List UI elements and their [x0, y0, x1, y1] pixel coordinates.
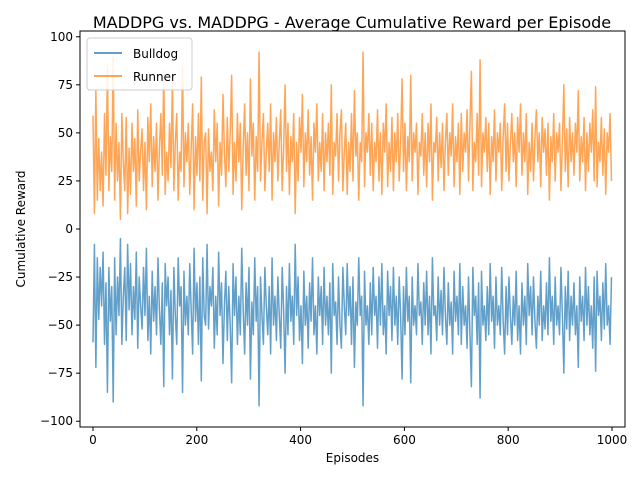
y-tick-label: −75 — [48, 366, 73, 380]
y-axis: −100 −75 −50 −25 0 25 50 75 100 — [40, 30, 80, 428]
y-tick-label: 0 — [65, 222, 73, 236]
y-tick-label: 50 — [58, 126, 73, 140]
x-axis-label: Episodes — [326, 451, 379, 465]
series-line-bulldog — [92, 237, 613, 407]
y-tick-label: −100 — [40, 414, 73, 428]
legend-label-runner: Runner — [133, 70, 176, 84]
y-tick-label: −50 — [48, 318, 73, 332]
x-tick-label: 200 — [185, 433, 208, 447]
plot-area — [92, 51, 613, 407]
x-tick-label: 0 — [89, 433, 97, 447]
y-tick-label: 100 — [50, 30, 73, 44]
y-tick-label: 75 — [58, 78, 73, 92]
x-tick-label: 400 — [289, 433, 312, 447]
legend-label-bulldog: Bulldog — [133, 47, 178, 61]
y-tick-label: 25 — [58, 174, 73, 188]
x-tick-label: 800 — [497, 433, 520, 447]
x-tick-label: 1000 — [597, 433, 628, 447]
x-axis: 0 200 400 600 800 1000 — [89, 427, 627, 447]
series-line-runner — [92, 51, 613, 221]
x-tick-label: 600 — [393, 433, 416, 447]
y-axis-label: Cumulative Reward — [14, 171, 28, 288]
legend: Bulldog Runner — [86, 37, 193, 91]
chart-title: MADDPG vs. MADDPG - Average Cumulative R… — [93, 13, 611, 32]
y-tick-label: −25 — [48, 270, 73, 284]
